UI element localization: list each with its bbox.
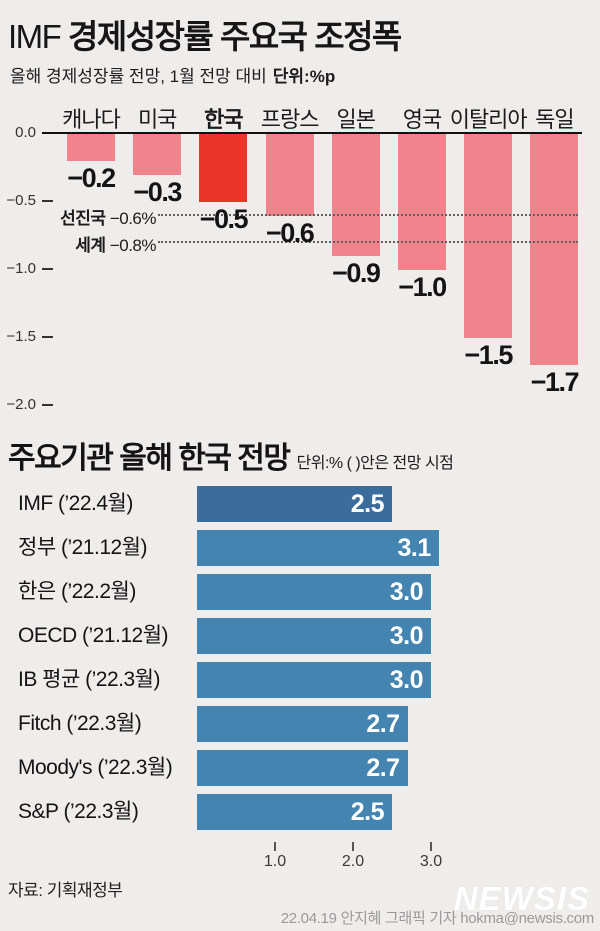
x-tick-mark	[274, 842, 276, 851]
bar-value-label: −0.2	[67, 163, 116, 194]
top-chart-subtitle: 올해 경제성장률 전망, 1월 전망 대비 단위:%p	[10, 62, 335, 87]
top-chart-unit-label: 단위:%p	[272, 67, 336, 86]
top-chart-title-prefix: IMF	[8, 18, 62, 55]
bar-2	[199, 134, 248, 202]
bar-value-label: −0.5	[199, 204, 249, 234]
reference-line-label: 세계 −0.8%	[75, 235, 156, 255]
category-label: 이탈리아	[449, 107, 528, 132]
bar-value-label: −0.3	[133, 176, 183, 207]
hbar-7: 2.5	[197, 794, 392, 830]
bar-value-label: −1.0	[398, 272, 447, 302]
bar-3	[265, 134, 314, 216]
hbar-value-label: 2.7	[366, 709, 400, 738]
category-label: 독일	[535, 107, 574, 132]
category-label: 일본	[336, 107, 376, 132]
hbar-value-label: 2.5	[350, 489, 385, 518]
bar-value-label: −1.7	[530, 367, 580, 398]
reference-line-label: 선진국 −0.6%	[60, 208, 156, 228]
top-chart-title-main: 경제성장률 주요국 조정폭	[60, 18, 402, 55]
x-tick-label: 2.0	[341, 853, 365, 870]
source-note: 자료: 기획재정부	[8, 881, 123, 900]
reference-line-name: 세계	[75, 235, 110, 255]
hbar-value-label: 3.0	[389, 577, 424, 606]
top-chart-title: IMF 경제성장률 주요국 조정폭	[8, 10, 402, 58]
bar-6	[464, 134, 513, 338]
hbar-4: 3.0	[197, 662, 431, 698]
row-label: Moody's (’22.3월)	[18, 756, 173, 779]
bar-value-label: −0.6	[265, 217, 315, 248]
bar-5	[398, 134, 446, 270]
hbar-value-label: 3.0	[389, 665, 424, 694]
x-tick-mark	[430, 842, 432, 851]
row-label: 한은 (’22.2월)	[18, 580, 136, 603]
zero-axis-line	[42, 132, 582, 134]
y-tick-mark	[42, 200, 53, 202]
bar-value-label: −0.9	[332, 258, 381, 289]
reference-line	[158, 213, 578, 216]
hbar-1: 3.1	[197, 530, 439, 566]
y-tick-label: 0.0	[15, 124, 36, 141]
x-tick-label: 3.0	[419, 853, 443, 870]
y-tick-mark	[42, 336, 53, 338]
y-tick-mark	[42, 268, 53, 270]
category-label: 영국	[402, 107, 442, 132]
x-tick-mark	[352, 842, 354, 851]
category-label: 한국	[204, 107, 243, 132]
hbar-value-label: 2.7	[366, 753, 400, 782]
hbar-value-label: 3.0	[389, 621, 424, 650]
bar-1	[133, 134, 182, 175]
hbar-3: 3.0	[197, 618, 431, 654]
hbar-5: 2.7	[197, 706, 408, 742]
bottom-chart-subtitle: 단위:% ( )안은 전망 시점	[296, 455, 454, 472]
hbar-value-label: 2.5	[350, 797, 385, 826]
bar-value-label: −1.5	[464, 340, 514, 370]
bottom-chart-title: 주요기관 올해 한국 전망	[8, 442, 291, 475]
y-tick-label: −1.5	[6, 328, 36, 345]
hbar-2: 3.0	[197, 574, 431, 610]
top-chart-subtitle-text: 올해 경제성장률 전망, 1월 전망 대비	[10, 67, 267, 86]
bottom-chart-header: 주요기관 올해 한국 전망 단위:% ( )안은 전망 시점	[8, 433, 454, 477]
row-label: IMF (’22.4월)	[18, 492, 133, 515]
category-label: 프랑스	[260, 107, 320, 132]
reference-line	[158, 240, 578, 243]
credit-line: 22.04.19 안지혜 그래픽 기자 hokma@newsis.com	[280, 910, 595, 927]
row-label: 정부 (’21.12월)	[18, 536, 148, 559]
category-label: 미국	[137, 107, 177, 132]
newsis-logo: NEWSIS	[453, 880, 590, 917]
y-tick-label: −2.0	[6, 396, 36, 413]
bar-0	[67, 134, 115, 162]
x-tick-label: 1.0	[263, 853, 287, 870]
row-label: OECD (’21.12월)	[18, 624, 169, 647]
category-label: 캐나다	[62, 107, 121, 132]
y-tick-label: −1.0	[6, 260, 36, 277]
row-label: IB 평균 (’22.3월)	[18, 668, 161, 691]
row-label: S&P (’22.3월)	[18, 800, 139, 823]
reference-line-name: 선진국	[60, 208, 110, 228]
y-tick-mark	[42, 404, 53, 406]
row-label: Fitch (’22.3월)	[18, 712, 142, 735]
y-tick-label: −0.5	[6, 192, 36, 209]
hbar-value-label: 3.1	[397, 533, 432, 562]
bar-4	[331, 134, 380, 257]
hbar-0: 2.5	[197, 486, 392, 522]
hbar-6: 2.7	[197, 750, 408, 786]
bar-7	[530, 134, 579, 366]
